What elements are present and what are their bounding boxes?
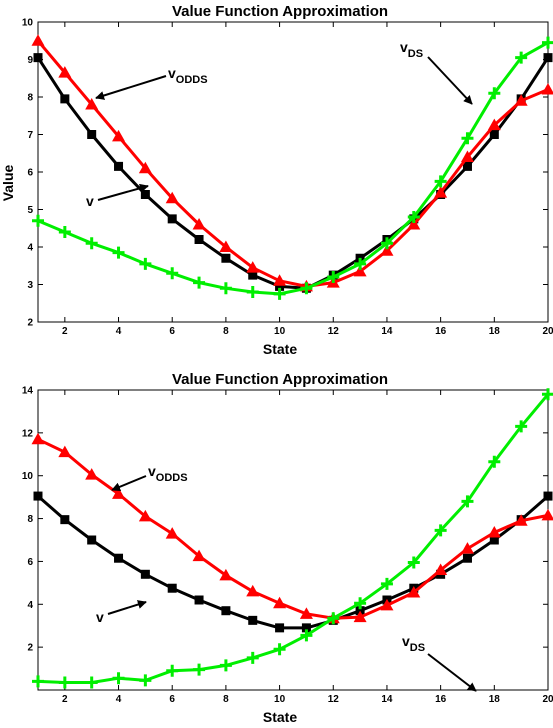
y-tick-label: 6 <box>27 168 33 179</box>
annotation-base: v <box>86 193 94 209</box>
axes-frame <box>38 22 548 322</box>
y-tick-label: 9 <box>27 55 33 66</box>
x-tick-label: 8 <box>223 694 229 705</box>
chart-top: Value Function Approximation Value State… <box>0 3 553 357</box>
chart-bottom: Value Function Approximation State 2 4 6 8 1… <box>22 371 553 725</box>
x-tick-label: 2 <box>62 326 68 337</box>
data-point <box>195 596 204 605</box>
plot-area: 2 4 6 8 10 12 14 16 18 20 2 4 6 8 10 12 14 <box>22 386 553 706</box>
data-point <box>87 130 96 139</box>
x-tick-label: 16 <box>435 326 447 337</box>
data-point <box>221 254 230 263</box>
data-point <box>544 53 553 62</box>
data-point <box>34 53 43 62</box>
data-point <box>544 492 553 501</box>
x-tick-label: 10 <box>274 326 286 337</box>
y-axis-label: Value <box>0 165 16 202</box>
annotation-subscript: DS <box>408 48 423 60</box>
data-point <box>34 492 43 501</box>
y-tick-label: 2 <box>27 318 33 329</box>
x-tick-label: 6 <box>169 326 175 337</box>
y-tick-label: 7 <box>27 130 33 141</box>
y-tick-label: 10 <box>22 471 34 482</box>
data-point <box>490 130 499 139</box>
y-tick-label: 8 <box>27 93 33 104</box>
x-tick-label: 2 <box>62 694 68 705</box>
x-tick-label: 10 <box>274 694 286 705</box>
x-tick-label: 4 <box>116 694 122 705</box>
data-point <box>114 162 123 171</box>
x-tick-label: 12 <box>328 694 340 705</box>
data-point <box>463 554 472 563</box>
x-tick-label: 18 <box>489 326 501 337</box>
y-tick-label: 12 <box>22 428 34 439</box>
data-point <box>195 235 204 244</box>
x-tick-label: 4 <box>116 326 122 337</box>
x-tick-label: 8 <box>223 326 229 337</box>
y-tick-label: 4 <box>27 243 33 254</box>
y-tick-label: 14 <box>22 386 34 397</box>
data-point <box>275 623 284 632</box>
annotation-base: v <box>402 633 410 649</box>
x-tick-label: 20 <box>542 326 553 337</box>
data-point <box>141 190 150 199</box>
annotation-base: v <box>400 39 408 55</box>
y-tick-label: 6 <box>27 557 33 568</box>
x-tick-label: 12 <box>328 326 340 337</box>
svg-text:v: v <box>86 193 94 209</box>
x-axis-label: State <box>263 341 297 357</box>
data-point <box>60 94 69 103</box>
annotation-base: v <box>96 609 104 625</box>
data-point <box>141 570 150 579</box>
x-axis-label: State <box>263 709 297 725</box>
data-point <box>248 616 257 625</box>
x-tick-label: 16 <box>435 694 447 705</box>
y-tick-label: 2 <box>27 643 33 654</box>
data-point <box>168 584 177 593</box>
svg-text:v: v <box>96 609 104 625</box>
y-tick-label: 8 <box>27 514 33 525</box>
y-tick-label: 4 <box>27 600 33 611</box>
chart-title: Value Function Approximation <box>172 371 388 388</box>
x-tick-label: 14 <box>381 326 393 337</box>
x-tick-label: 6 <box>169 694 175 705</box>
data-point <box>168 214 177 223</box>
y-tick-label: 10 <box>22 18 34 29</box>
x-tick-label: 18 <box>489 694 501 705</box>
plot-area: 2 4 6 8 10 12 14 16 18 20 2 3 4 5 6 7 8 9 10 <box>22 18 553 338</box>
data-point <box>114 554 123 563</box>
annotation-base: v <box>148 463 156 479</box>
annotation-subscript: ODDS <box>176 74 208 86</box>
annotation-base: v <box>168 65 176 81</box>
x-tick-label: 20 <box>542 694 553 705</box>
axes-frame <box>38 390 548 690</box>
data-point <box>87 536 96 545</box>
y-tick-label: 3 <box>27 280 33 291</box>
chart-title: Value Function Approximation <box>172 3 388 20</box>
data-point <box>221 606 230 615</box>
y-tick-label: 5 <box>27 205 33 216</box>
annotation-subscript: ODDS <box>156 472 188 484</box>
data-point <box>60 515 69 524</box>
annotation-subscript: DS <box>410 642 425 654</box>
x-tick-label: 14 <box>381 694 393 705</box>
